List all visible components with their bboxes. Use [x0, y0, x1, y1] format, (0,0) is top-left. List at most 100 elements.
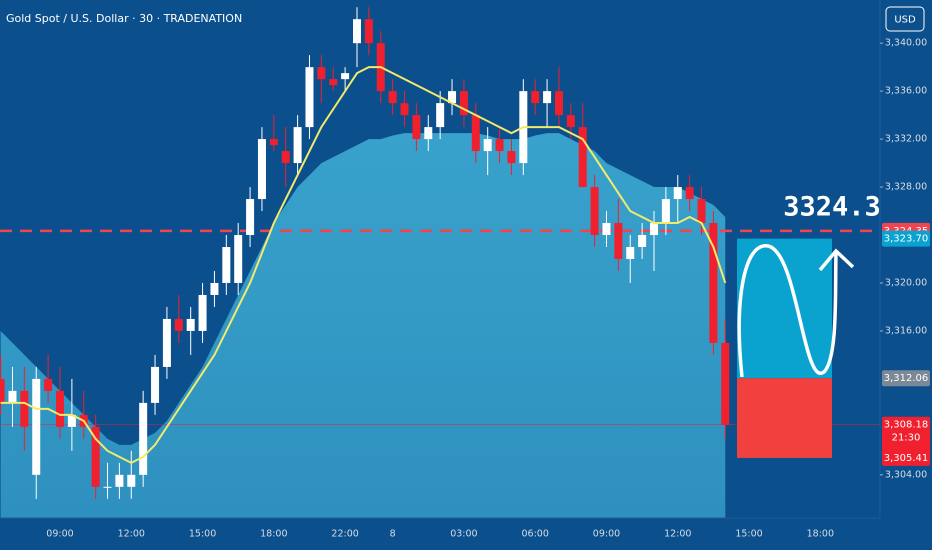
- y-tick-label: 3,336.00: [885, 86, 927, 97]
- currency-label[interactable]: USD: [894, 15, 916, 26]
- projection-arrowhead: [818, 248, 855, 272]
- candle-body: [222, 247, 231, 283]
- candle-body: [174, 318, 183, 331]
- candle-body: [531, 91, 540, 104]
- candle-body: [459, 91, 468, 116]
- candle-body: [388, 91, 397, 104]
- last-price-tag-label: 3,308.18: [884, 420, 929, 431]
- candle-body: [198, 294, 207, 331]
- y-tick-label: 3,320.00: [885, 277, 927, 288]
- overlay: 3324.3: [737, 192, 881, 378]
- candle-body: [91, 426, 100, 487]
- candle-body: [103, 486, 112, 488]
- candle-body: [436, 103, 445, 128]
- annotation: 3324.3: [783, 192, 881, 223]
- x-tick-label: 22:00: [331, 529, 358, 540]
- candle-body: [246, 199, 255, 236]
- entry-tag-label: 3,312.06: [884, 373, 929, 384]
- candle-body: [697, 199, 706, 224]
- candle-body: [210, 282, 219, 295]
- candle-body: [471, 115, 480, 152]
- moving-average: [0, 66, 727, 464]
- candle-body: [56, 390, 64, 427]
- plot-area: [0, 7, 880, 518]
- candle-body: [269, 139, 278, 146]
- candle-body: [495, 139, 504, 152]
- candle-body: [602, 223, 611, 236]
- candle-body: [661, 199, 670, 224]
- x-tick-label: 09:00: [46, 529, 73, 540]
- stop-tag: [882, 449, 930, 466]
- candle-body: [721, 342, 730, 425]
- candle-body: [186, 318, 195, 331]
- candle-body: [448, 91, 457, 104]
- candle-body: [234, 235, 243, 283]
- entry-tag: [882, 370, 930, 387]
- candle-body: [67, 414, 76, 427]
- candle-body: [329, 79, 338, 86]
- target-tag-label: 3,323.70: [884, 234, 929, 245]
- y-tick-label: 3,328.00: [885, 182, 927, 193]
- candle-body: [44, 378, 53, 391]
- x-tick-label: 09:00: [593, 529, 620, 540]
- candle-body: [32, 378, 41, 475]
- countdown-label: 21:30: [892, 433, 921, 444]
- x-tick-label: 15:00: [189, 529, 216, 540]
- candle-body: [8, 390, 17, 403]
- candle-body: [483, 139, 492, 152]
- x-tick-label: 18:00: [807, 529, 834, 540]
- candle-body: [400, 103, 409, 116]
- candle-body: [341, 73, 350, 80]
- candle-body: [257, 139, 266, 200]
- candle-body: [709, 223, 718, 343]
- target-zone: [737, 238, 832, 379]
- stop-zone: [737, 378, 832, 458]
- x-tick-label: 06:00: [522, 529, 549, 540]
- candle-body: [162, 318, 171, 367]
- candle-body: [353, 19, 361, 44]
- candle-body: [638, 235, 647, 248]
- currency-button[interactable]: [885, 6, 925, 32]
- candle-body: [115, 474, 124, 487]
- candle-body: [139, 402, 148, 475]
- candle-body: [685, 187, 694, 200]
- candle-body: [650, 223, 658, 236]
- x-tick-label: 12:00: [118, 529, 145, 540]
- candle-body: [673, 187, 682, 200]
- x-tick-label: 18:00: [260, 529, 287, 540]
- x-tick-label: 8: [390, 529, 396, 540]
- candle-body: [317, 67, 326, 80]
- last-price-tag: [882, 416, 930, 453]
- candle-body: [578, 127, 587, 188]
- candle-body: [151, 366, 160, 403]
- candle-body: [293, 127, 302, 164]
- candle-body: [614, 223, 623, 259]
- target-tag: [882, 230, 930, 247]
- candle-body: [412, 115, 421, 140]
- cloud-area: [0, 133, 726, 518]
- stop-tag-label: 3,305.41: [884, 453, 929, 464]
- chart-title: Gold Spot / U.S. Dollar · 30 · TRADENATI…: [6, 12, 242, 25]
- candle-body: [590, 187, 599, 236]
- candle-body: [281, 151, 290, 164]
- x-tick-label: 12:00: [664, 529, 691, 540]
- y-tick-label: 3,304.00: [885, 469, 927, 480]
- candle-body: [543, 91, 552, 104]
- candle-body: [0, 378, 5, 403]
- candle-body: [566, 115, 575, 128]
- y-tick-label: 3,332.00: [885, 134, 927, 145]
- candle-body: [127, 474, 136, 487]
- x-tick-label: 03:00: [450, 529, 477, 540]
- y-tick-label: 3,340.00: [885, 38, 927, 49]
- candle-body: [305, 67, 314, 128]
- projection-curve: [737, 244, 838, 378]
- candle-body: [424, 127, 433, 140]
- x-tick-label: 15:00: [735, 529, 762, 540]
- candle-body: [626, 247, 635, 259]
- candle-body: [554, 91, 563, 116]
- candle-body: [20, 390, 29, 427]
- candle-body: [364, 19, 373, 44]
- y-tick-label: 3,316.00: [885, 325, 927, 336]
